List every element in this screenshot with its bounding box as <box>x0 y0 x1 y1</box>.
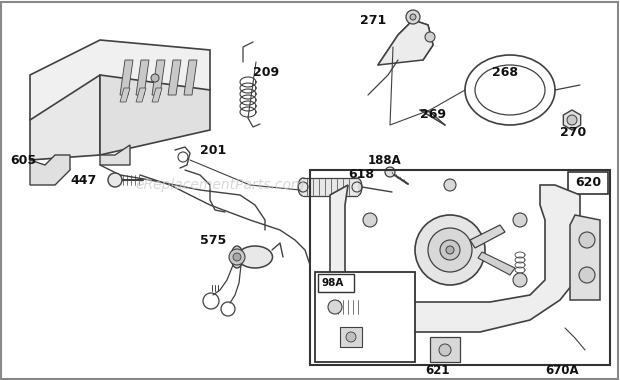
Polygon shape <box>136 60 149 95</box>
Polygon shape <box>30 155 70 185</box>
Circle shape <box>385 167 395 177</box>
Bar <box>315 272 415 362</box>
Circle shape <box>439 344 451 356</box>
Polygon shape <box>330 185 580 332</box>
Circle shape <box>108 173 122 187</box>
Polygon shape <box>136 88 146 102</box>
Circle shape <box>363 213 377 227</box>
Text: 271: 271 <box>360 14 386 27</box>
Ellipse shape <box>335 299 365 315</box>
Circle shape <box>579 232 595 248</box>
Polygon shape <box>120 88 130 102</box>
Text: 209: 209 <box>253 65 279 79</box>
Polygon shape <box>152 60 165 95</box>
Text: 618: 618 <box>348 168 374 182</box>
Bar <box>310 170 610 365</box>
Circle shape <box>415 215 485 285</box>
Circle shape <box>328 300 342 314</box>
Circle shape <box>579 267 595 283</box>
Circle shape <box>446 246 454 254</box>
Text: 447: 447 <box>70 174 96 187</box>
Ellipse shape <box>352 178 362 196</box>
Polygon shape <box>184 60 197 95</box>
Circle shape <box>406 10 420 24</box>
Bar <box>303 178 358 196</box>
Text: 670A: 670A <box>545 364 578 377</box>
Polygon shape <box>30 40 210 130</box>
Circle shape <box>425 32 435 42</box>
Text: 269: 269 <box>420 109 446 122</box>
Bar <box>318 274 354 292</box>
Circle shape <box>428 228 472 272</box>
Circle shape <box>151 74 159 82</box>
Polygon shape <box>470 225 505 248</box>
Circle shape <box>229 249 245 265</box>
Text: 620: 620 <box>575 176 601 190</box>
Ellipse shape <box>237 246 273 268</box>
Circle shape <box>440 240 460 260</box>
Circle shape <box>233 253 241 261</box>
Circle shape <box>410 14 416 20</box>
Polygon shape <box>168 60 181 95</box>
Bar <box>340 327 362 347</box>
Text: 605: 605 <box>10 154 36 166</box>
Text: 575: 575 <box>200 233 226 247</box>
Bar <box>568 172 608 194</box>
Text: 270: 270 <box>560 125 587 138</box>
Polygon shape <box>564 110 581 130</box>
Text: 268: 268 <box>492 66 518 79</box>
Polygon shape <box>120 60 133 95</box>
Text: 621: 621 <box>425 364 450 377</box>
Circle shape <box>444 179 456 191</box>
Text: eReplacementParts.com: eReplacementParts.com <box>135 178 305 192</box>
Polygon shape <box>100 75 210 155</box>
Ellipse shape <box>298 178 308 196</box>
Polygon shape <box>378 20 433 65</box>
Circle shape <box>346 332 356 342</box>
Circle shape <box>513 273 527 287</box>
Circle shape <box>567 115 577 125</box>
Text: 188A: 188A <box>368 154 402 166</box>
Circle shape <box>363 273 377 287</box>
Text: 98A: 98A <box>321 278 343 288</box>
Polygon shape <box>570 215 600 300</box>
Circle shape <box>513 213 527 227</box>
Bar <box>430 337 460 362</box>
Ellipse shape <box>231 246 243 268</box>
Polygon shape <box>478 252 515 275</box>
Polygon shape <box>152 88 162 102</box>
Polygon shape <box>100 145 130 165</box>
Polygon shape <box>30 75 100 160</box>
Text: 201: 201 <box>200 144 226 157</box>
